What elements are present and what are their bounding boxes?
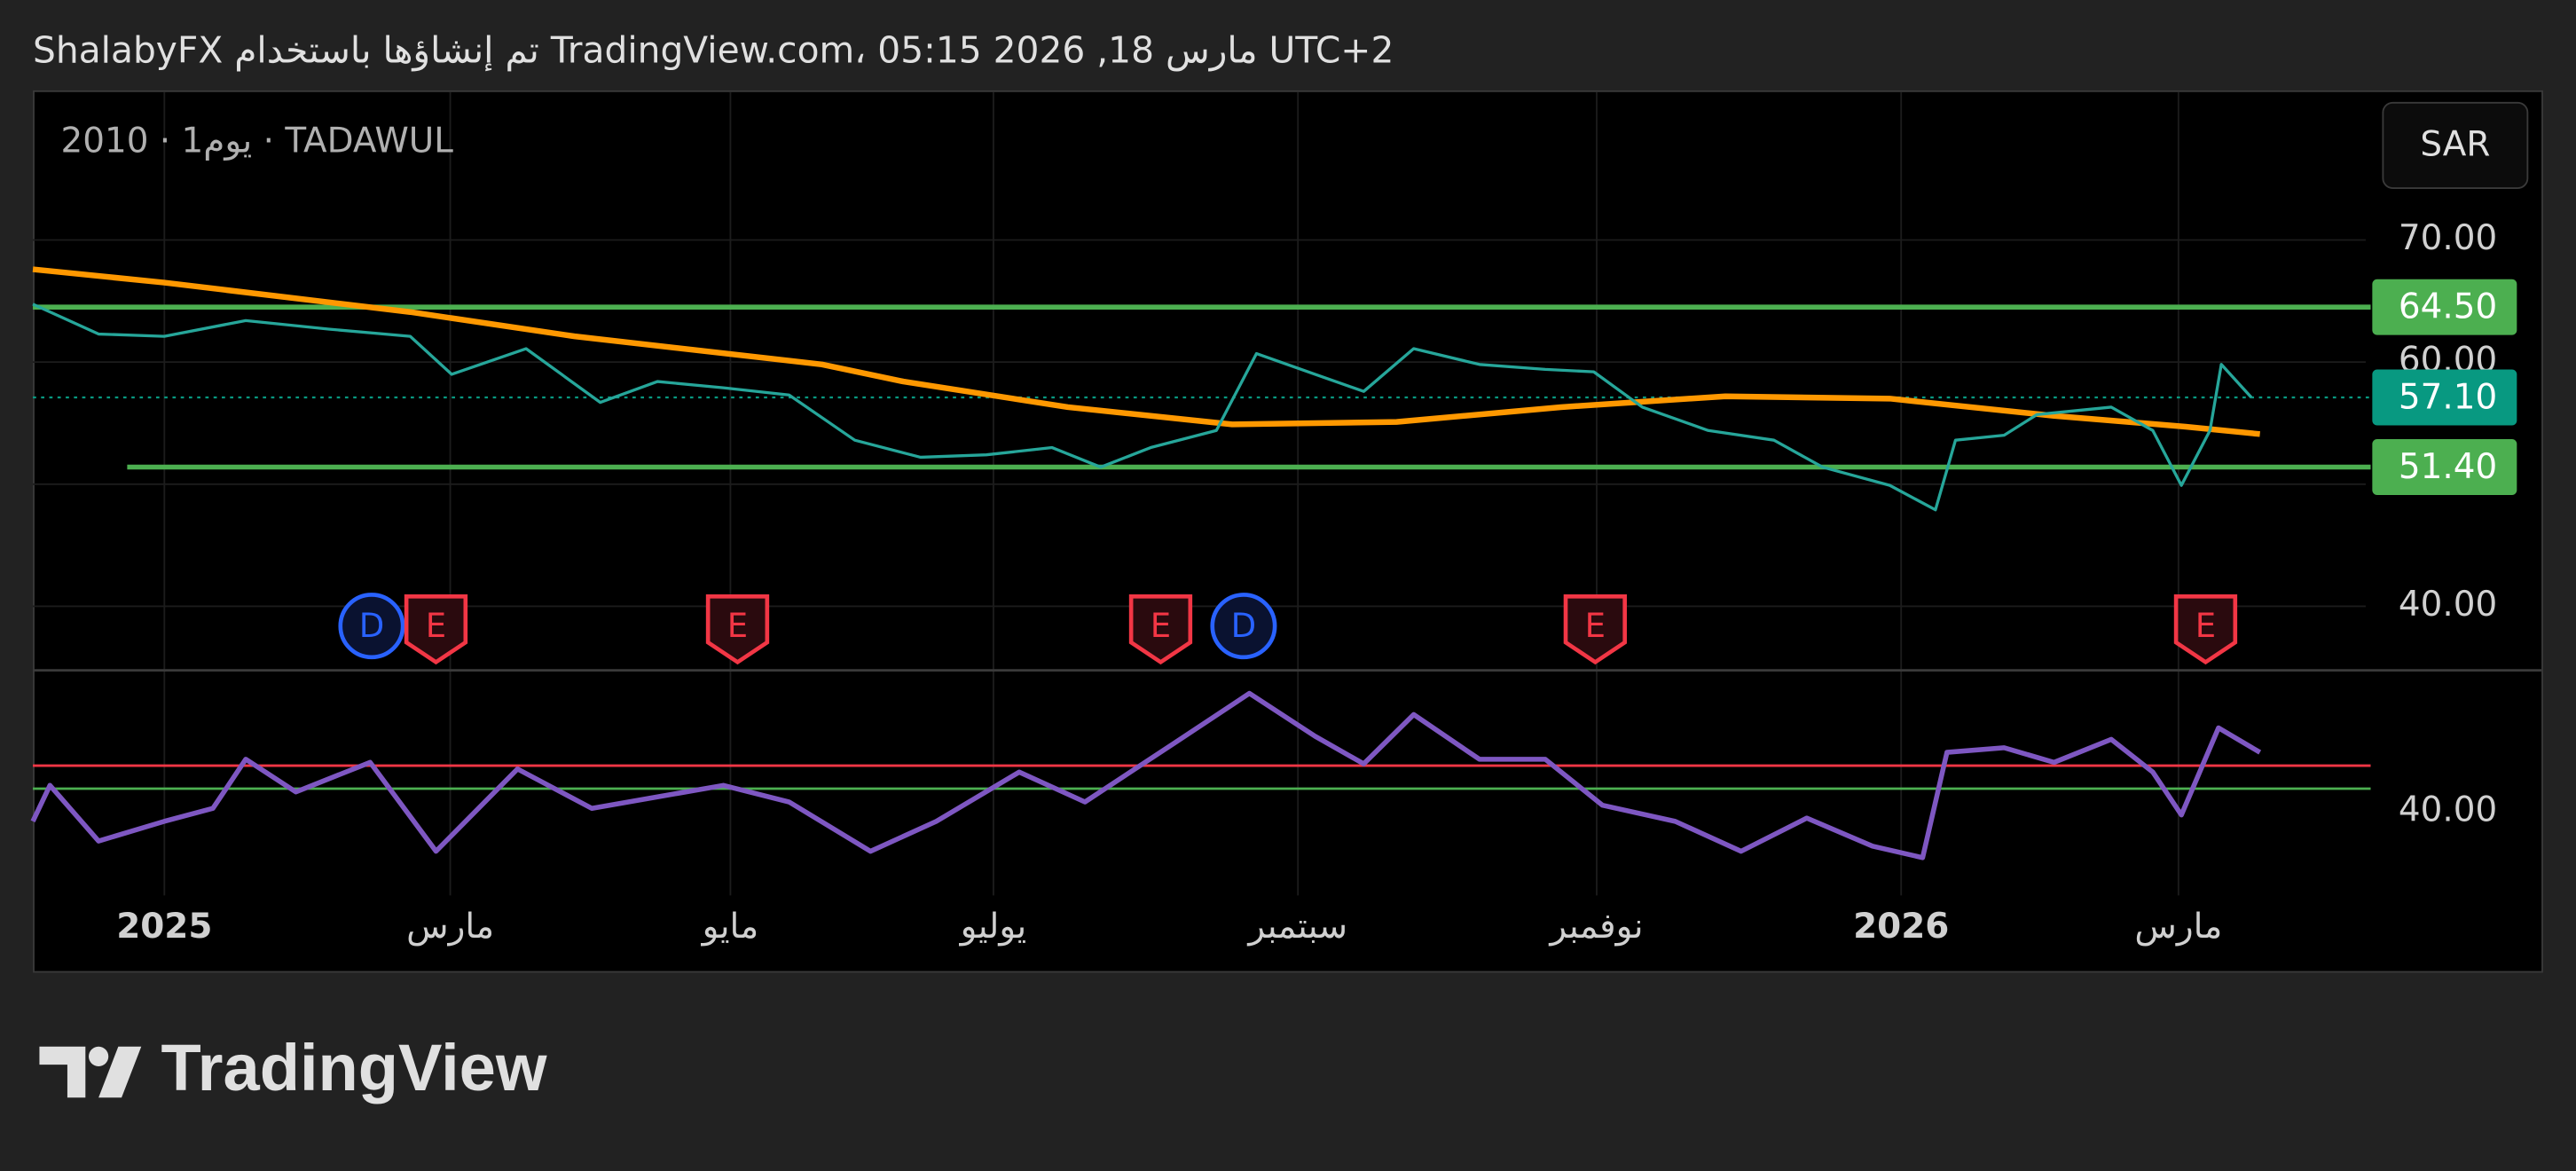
- event-label: E: [2195, 607, 2216, 645]
- logo-text: TradingView: [161, 1031, 547, 1104]
- x-tick-label: مارس: [2134, 907, 2222, 947]
- price-label: 64.50: [2399, 287, 2497, 327]
- event-marker: [1563, 594, 1628, 665]
- event-label: D: [359, 607, 385, 645]
- x-tick-label: 2026: [1853, 907, 1949, 947]
- plot: 2025 مارس مايو يوليو سبتمبر نوفمبر 2026 مارس 70.…: [30, 91, 2542, 947]
- y-tick-label: 40.00: [2399, 585, 2497, 625]
- y-tick-label: 40.00: [2399, 790, 2497, 829]
- chart-panel: [33, 90, 2543, 973]
- y-tick-label: 70.00: [2399, 218, 2497, 258]
- currency-button[interactable]: [2382, 101, 2529, 190]
- header-text: ShalabyFX تم إنشاؤها باستخدام TradingVie…: [33, 28, 1394, 71]
- x-tick-label: مايو: [701, 907, 759, 947]
- series-line: [30, 690, 2262, 861]
- event-marker: [1210, 593, 1277, 660]
- logo-icon: [98, 1046, 142, 1098]
- event-marker: [338, 593, 405, 660]
- x-tick-label: نوفمبر: [1548, 907, 1643, 947]
- x-tick-label: 2025: [116, 907, 212, 947]
- series-line: [32, 303, 2253, 512]
- price-label: 51.40: [2399, 447, 2497, 487]
- event-marker: [1128, 594, 1193, 665]
- event-label: D: [1231, 607, 1257, 645]
- event-label: E: [426, 607, 446, 645]
- x-tick-label: يوليو: [959, 907, 1027, 947]
- logo: TradingView: [39, 1031, 547, 1104]
- price-label: 57.10: [2399, 377, 2497, 417]
- price-label-box: [2372, 369, 2517, 426]
- series-line: [32, 266, 2260, 437]
- logo-icon: [89, 1046, 109, 1066]
- event-marker: [705, 594, 770, 665]
- event-label: E: [727, 607, 748, 645]
- event-label: E: [1585, 607, 1606, 645]
- x-tick-label: سبتمبر: [1246, 907, 1347, 947]
- event-marker: [404, 594, 468, 665]
- x-tick-label: مارس: [406, 907, 494, 947]
- price-label-box: [2372, 279, 2517, 335]
- currency-label[interactable]: SAR: [2420, 124, 2490, 164]
- event-label: E: [1151, 607, 1171, 645]
- symbol-label: 2010 · 1يوم · TADAWUL: [61, 122, 454, 161]
- event-marker: [2173, 594, 2238, 665]
- logo-icon: [39, 1046, 86, 1098]
- price-label-box: [2372, 439, 2517, 495]
